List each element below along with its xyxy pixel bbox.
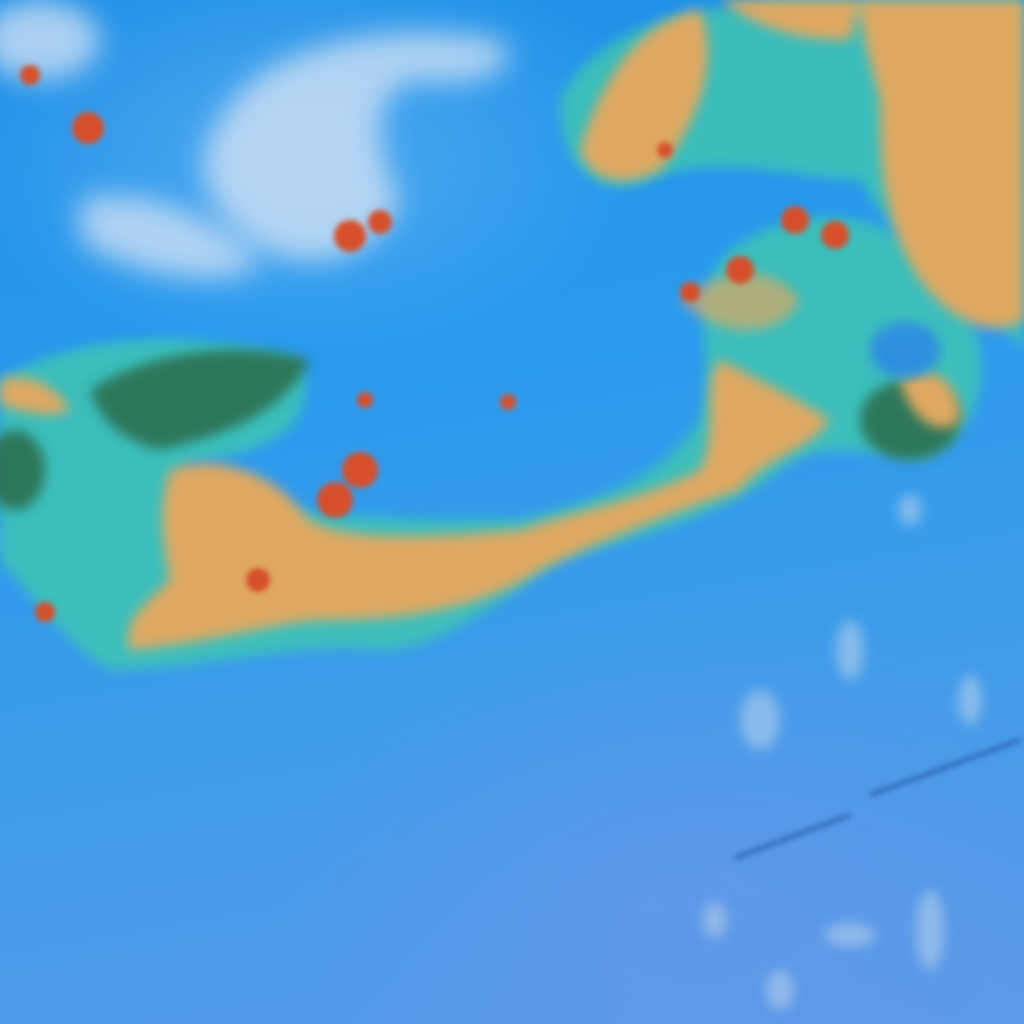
thin-cloud-swirl	[0, 0, 509, 279]
high-cloud	[0, 0, 1024, 650]
dark-cloud-band	[0, 350, 960, 510]
convective-cores	[20, 65, 849, 622]
clear-patch	[870, 322, 940, 378]
scattered-low-clouds	[703, 494, 982, 1010]
contrail	[734, 738, 1021, 860]
